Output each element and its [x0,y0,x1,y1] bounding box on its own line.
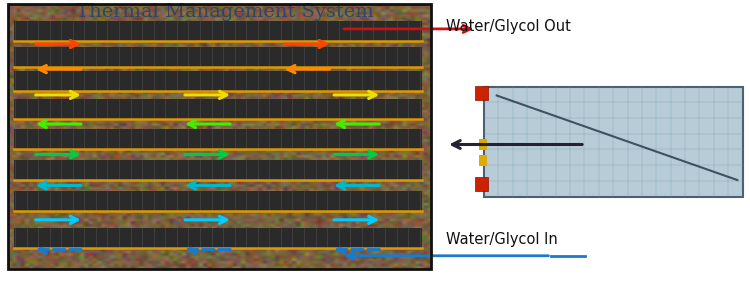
Bar [475,86,488,100]
Bar [8,4,431,269]
Bar [479,155,487,166]
Bar [13,47,422,67]
Bar [484,87,742,197]
Bar [13,21,422,41]
Bar [479,139,487,150]
Bar [13,160,422,179]
Text: Water/Glycol In: Water/Glycol In [446,232,558,247]
Bar [475,177,488,191]
Bar [13,99,422,119]
Bar [13,228,422,248]
Text: Water/Glycol Out: Water/Glycol Out [446,19,572,34]
Bar [13,191,422,211]
Bar [13,71,422,91]
Bar [13,129,422,149]
Text: Thermal Management System: Thermal Management System [76,3,374,21]
